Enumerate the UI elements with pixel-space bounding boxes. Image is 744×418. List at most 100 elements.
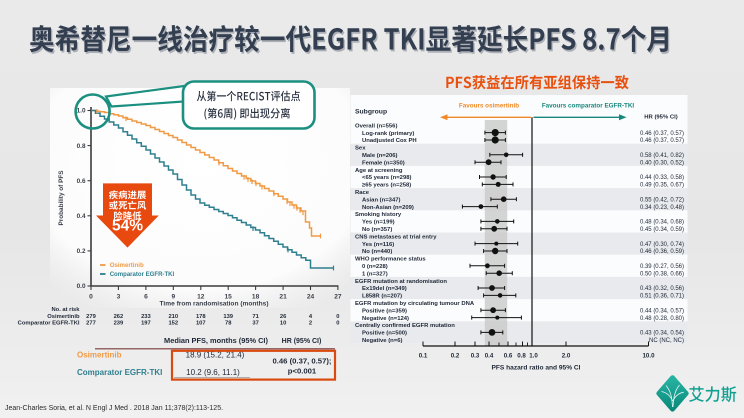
svg-text:Centrally confirmed EGFR mutat: Centrally confirmed EGFR mutation — [355, 323, 455, 329]
svg-text:0.43 (0.34, 0.54): 0.43 (0.34, 0.54) — [640, 331, 684, 337]
svg-text:0.40 (0.30, 0.52): 0.40 (0.30, 0.52) — [640, 160, 684, 166]
svg-text:Osimertinib: Osimertinib — [47, 314, 80, 320]
svg-text:Asian (n=347): Asian (n=347) — [362, 197, 401, 203]
svg-text:Smoking history: Smoking history — [355, 212, 402, 218]
svg-text:15: 15 — [225, 294, 233, 301]
svg-text:<65 years (n=298): <65 years (n=298) — [362, 175, 411, 181]
svg-text:WHO performance status: WHO performance status — [355, 257, 426, 263]
svg-text:0.46 (0.37, 0.57): 0.46 (0.37, 0.57) — [640, 131, 684, 137]
svg-text:Osimertinib: Osimertinib — [77, 350, 122, 359]
svg-text:0.58 (0.41, 0.82): 0.58 (0.41, 0.82) — [640, 153, 684, 159]
svg-text:HR (95% CI): HR (95% CI) — [644, 114, 677, 120]
svg-text:0.46 (0.36, 0.59): 0.46 (0.36, 0.59) — [640, 249, 684, 255]
svg-text:27: 27 — [334, 294, 342, 301]
svg-text:Comparator EGFR-TKI: Comparator EGFR-TKI — [110, 271, 175, 278]
svg-text:Yes (n=116): Yes (n=116) — [362, 242, 394, 248]
svg-text:0.4: 0.4 — [77, 213, 86, 220]
svg-text:Race: Race — [355, 190, 370, 196]
svg-text:0.1: 0.1 — [419, 353, 428, 360]
svg-text:Osimertinib: Osimertinib — [110, 262, 144, 269]
svg-text:0.55 (0.42, 0.72): 0.55 (0.42, 0.72) — [640, 197, 684, 203]
svg-text:PFS hazard ratio and 95% CI: PFS hazard ratio and 95% CI — [491, 365, 580, 372]
svg-text:Ex19del (n=349): Ex19del (n=349) — [362, 286, 407, 292]
svg-text:0: 0 — [336, 320, 339, 326]
svg-text:9: 9 — [171, 294, 175, 301]
svg-text:Time from randomisation (month: Time from randomisation (months) — [159, 301, 268, 308]
svg-text:71: 71 — [252, 314, 259, 320]
svg-text:≥65 years (n=258): ≥65 years (n=258) — [362, 183, 411, 189]
svg-text:Female (n=350): Female (n=350) — [362, 160, 405, 166]
svg-text:Male (n=206): Male (n=206) — [362, 153, 398, 159]
svg-text:Probability of PFS: Probability of PFS — [58, 170, 65, 226]
svg-text:1 (n=327): 1 (n=327) — [362, 271, 388, 277]
svg-text:No (n=357): No (n=357) — [362, 227, 392, 233]
svg-text:0.46 (0.37, 0.57);: 0.46 (0.37, 0.57); — [273, 356, 332, 365]
svg-text:Jean-Charles Soria, et al. N E: Jean-Charles Soria, et al. N Engl J Med … — [5, 405, 223, 412]
svg-text:10.0: 10.0 — [642, 353, 655, 360]
svg-text:Median PFS, months (95% CI): Median PFS, months (95% CI) — [164, 336, 268, 345]
svg-text:HR (95% CI): HR (95% CI) — [282, 338, 322, 345]
svg-text:24: 24 — [307, 294, 315, 301]
svg-text:0.0: 0.0 — [77, 283, 86, 290]
svg-text:Unadjusted Cox PH: Unadjusted Cox PH — [362, 138, 417, 144]
svg-text:178: 178 — [196, 314, 206, 320]
svg-text:0: 0 — [89, 294, 93, 301]
svg-text:0: 0 — [336, 314, 339, 320]
svg-text:0.4: 0.4 — [485, 353, 494, 360]
svg-text:Comparator EGFR-TKI: Comparator EGFR-TKI — [77, 368, 162, 377]
svg-text:NC (NC, NC): NC (NC, NC) — [649, 338, 684, 344]
svg-text:262: 262 — [114, 314, 124, 320]
svg-text:37: 37 — [252, 320, 258, 326]
svg-text:Favours comparator EGFR-TKI: Favours comparator EGFR-TKI — [542, 103, 635, 110]
svg-text:78: 78 — [225, 320, 232, 326]
svg-text:EGFR mutation at randomisation: EGFR mutation at randomisation — [355, 279, 447, 285]
svg-text:Log-rank (primary): Log-rank (primary) — [362, 131, 414, 137]
svg-text:1.0: 1.0 — [77, 108, 86, 115]
svg-text:L858R (n=207): L858R (n=207) — [362, 294, 402, 300]
svg-text:0.6: 0.6 — [504, 353, 513, 360]
svg-text:No. at risk: No. at risk — [51, 307, 80, 313]
svg-text:CNS metastases at trial entry: CNS metastases at trial entry — [355, 234, 437, 240]
svg-text:0 (n=228): 0 (n=228) — [362, 264, 388, 270]
svg-text:0.49 (0.35, 0.67): 0.49 (0.35, 0.67) — [640, 183, 684, 189]
svg-text:2.0: 2.0 — [562, 353, 571, 360]
svg-text:0.50 (0.38, 0.66): 0.50 (0.38, 0.66) — [640, 271, 684, 277]
svg-text:4: 4 — [309, 314, 313, 320]
svg-text:0.44 (0.33, 0.58): 0.44 (0.33, 0.58) — [640, 175, 684, 181]
svg-text:12: 12 — [197, 294, 205, 301]
svg-text:0.51 (0.36, 0.71): 0.51 (0.36, 0.71) — [640, 294, 684, 300]
svg-text:2: 2 — [309, 320, 312, 326]
svg-text:0.2: 0.2 — [451, 353, 460, 360]
svg-text:Positive (n=500): Positive (n=500) — [362, 331, 407, 337]
svg-text:279: 279 — [86, 314, 96, 320]
svg-text:0.3: 0.3 — [471, 353, 480, 360]
svg-text:0.45 (0.34, 0.59): 0.45 (0.34, 0.59) — [640, 227, 684, 233]
svg-text:197: 197 — [141, 320, 151, 326]
svg-text:3: 3 — [117, 294, 121, 301]
svg-text:p<0.001: p<0.001 — [288, 366, 317, 375]
svg-text:Overall (n=556): Overall (n=556) — [355, 123, 397, 129]
svg-text:10.2 (9.6, 11.1): 10.2 (9.6, 11.1) — [186, 368, 240, 377]
svg-text:26: 26 — [280, 314, 287, 320]
svg-text:0.47 (0.30, 0.74): 0.47 (0.30, 0.74) — [640, 242, 684, 248]
svg-text:Positive (n=359): Positive (n=359) — [362, 308, 407, 314]
svg-text:Negative (n=6): Negative (n=6) — [362, 338, 402, 344]
svg-text:0.48 (0.28, 0.80): 0.48 (0.28, 0.80) — [640, 316, 684, 322]
svg-text:210: 210 — [168, 314, 178, 320]
svg-text:Age at screening: Age at screening — [355, 168, 403, 174]
svg-text:0.44 (0.34, 0.57): 0.44 (0.34, 0.57) — [640, 308, 684, 314]
svg-text:0.8: 0.8 — [517, 353, 526, 360]
svg-text:233: 233 — [141, 314, 151, 320]
svg-text:Yes (n=199): Yes (n=199) — [362, 220, 395, 226]
svg-text:6: 6 — [144, 294, 148, 301]
svg-text:139: 139 — [223, 314, 233, 320]
svg-text:0.6: 0.6 — [77, 178, 86, 185]
svg-text:107: 107 — [196, 320, 206, 326]
svg-text:10: 10 — [280, 320, 286, 326]
svg-text:0.46 (0.37, 0.57): 0.46 (0.37, 0.57) — [640, 138, 684, 144]
svg-text:152: 152 — [168, 320, 178, 326]
svg-text:21: 21 — [279, 294, 287, 301]
svg-text:EGFR mutation by circulating t: EGFR mutation by circulating tumour DNA — [355, 301, 475, 307]
svg-text:No (n=440): No (n=440) — [362, 249, 392, 255]
svg-text:Comparator EGFR-TKI: Comparator EGFR-TKI — [18, 320, 80, 326]
